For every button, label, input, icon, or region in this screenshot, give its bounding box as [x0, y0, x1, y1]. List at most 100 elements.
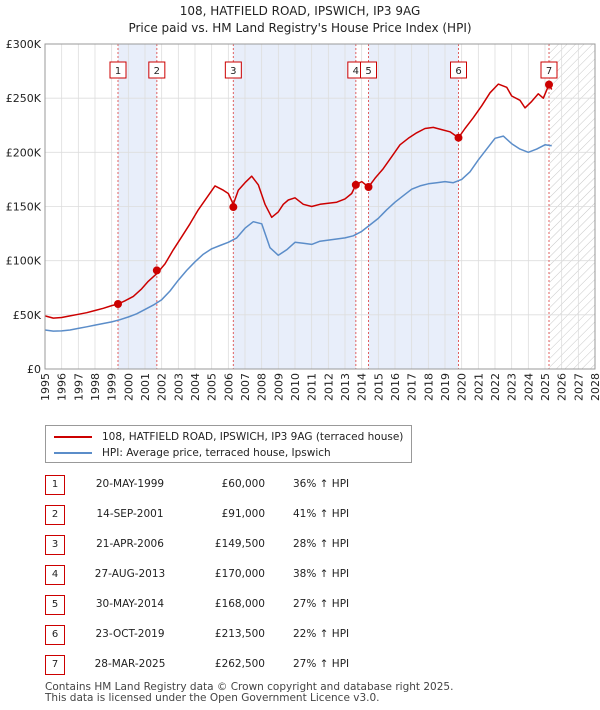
- legend-swatch-blue: [54, 452, 92, 454]
- sale-number-box: [450, 61, 467, 79]
- sale-row: 6 23-OCT-2019 £213,500 22% ↑ HPI: [45, 625, 565, 645]
- sale-date: 28-MAR-2025: [94, 658, 166, 670]
- sale-point: [152, 266, 161, 275]
- y-tick-label: £300K: [6, 38, 42, 51]
- sale-number-badge: 1: [45, 475, 65, 495]
- sale-number-badge: 7: [45, 655, 65, 675]
- sale-hpi-change: 38% ↑ HPI: [293, 568, 350, 580]
- sale-number-badge: 4: [45, 565, 65, 585]
- sale-hpi-change: 22% ↑ HPI: [293, 628, 350, 640]
- sale-date: 27-AUG-2013: [94, 568, 166, 580]
- x-tick-label: 2003: [172, 373, 185, 401]
- x-tick-label: 2013: [339, 373, 352, 401]
- x-tick-label: 2016: [389, 373, 402, 401]
- x-tick-label: 2008: [256, 373, 269, 401]
- sale-date: 30-MAY-2014: [95, 598, 165, 610]
- sale-number-badge: 2: [45, 505, 65, 525]
- x-tick-label: 2001: [139, 373, 152, 401]
- x-tick-label: 2002: [156, 373, 169, 401]
- sale-price: £149,500: [214, 538, 265, 550]
- sale-price: £168,000: [214, 598, 265, 610]
- sale-number-label: 2: [154, 66, 160, 77]
- legend-label-hpi: HPI: Average price, terraced house, Ipsw…: [102, 447, 331, 459]
- footer-attribution: Contains HM Land Registry data © Crown c…: [45, 682, 453, 704]
- x-tick-label: 1995: [39, 373, 52, 401]
- sale-number-box: [360, 61, 377, 79]
- x-tick-label: 1998: [89, 373, 102, 401]
- sale-price: £91,000: [221, 508, 265, 520]
- x-tick-label: 1997: [72, 373, 85, 401]
- sale-hpi-change: 27% ↑ HPI: [293, 598, 350, 610]
- chart-title: 108, HATFIELD ROAD, IPSWICH, IP3 9AG: [180, 4, 421, 18]
- sale-hpi-change: 28% ↑ HPI: [293, 538, 350, 550]
- sale-row: 1 20-MAY-1999 £60,000 36% ↑ HPI: [45, 475, 565, 495]
- sale-price: £262,500: [214, 658, 265, 670]
- footer-line-1: Contains HM Land Registry data © Crown c…: [45, 681, 454, 693]
- sale-point: [364, 183, 373, 191]
- legend-label-property: 108, HATFIELD ROAD, IPSWICH, IP3 9AG (te…: [102, 431, 404, 443]
- sale-point: [229, 203, 238, 212]
- sale-row: 4 27-AUG-2013 £170,000 38% ↑ HPI: [45, 565, 565, 585]
- sale-number-badge: 3: [45, 535, 65, 555]
- sale-number-label: 1: [115, 66, 121, 77]
- x-tick-label: 2004: [189, 373, 202, 401]
- x-tick-label: 2019: [439, 373, 452, 401]
- sale-price: £213,500: [214, 628, 265, 640]
- sale-point: [351, 180, 360, 189]
- chart-legend: 108, HATFIELD ROAD, IPSWICH, IP3 9AG (te…: [45, 425, 412, 463]
- plot-frame: [44, 43, 596, 370]
- x-tick-label: 2017: [406, 373, 419, 401]
- x-tick-label: 2015: [372, 373, 385, 401]
- x-tick-label: 2026: [556, 373, 569, 401]
- sale-row: 5 30-MAY-2014 £168,000 27% ↑ HPI: [45, 595, 565, 615]
- x-tick-label: 2000: [122, 373, 135, 401]
- y-tick-label: £200K: [6, 146, 42, 159]
- sale-number-label: 4: [353, 66, 359, 77]
- x-tick-label: 2025: [539, 373, 552, 401]
- sale-number-label: 5: [365, 66, 371, 77]
- legend-item-hpi: HPI: Average price, terraced house, Ipsw…: [54, 445, 331, 461]
- x-tick-label: 2005: [206, 373, 219, 401]
- x-tick-label: 2018: [422, 373, 435, 401]
- x-tick-label: 2009: [272, 373, 285, 401]
- sale-row: 3 21-APR-2006 £149,500 28% ↑ HPI: [45, 535, 565, 555]
- hpi-line: [44, 135, 552, 332]
- x-tick-label: 2012: [322, 373, 335, 401]
- sale-number-badge: 6: [45, 625, 65, 645]
- footer-line-2: This data is licensed under the Open Gov…: [45, 692, 380, 704]
- sale-hpi-change: 27% ↑ HPI: [293, 658, 350, 670]
- sale-number-badge: 5: [45, 595, 65, 615]
- sale-point: [545, 80, 553, 89]
- sale-number-label: 7: [546, 66, 552, 77]
- x-tick-label: 1996: [56, 373, 69, 401]
- sale-price: £170,000: [214, 568, 265, 580]
- x-tick-label: 2020: [456, 373, 469, 401]
- sale-date: 20-MAY-1999: [95, 478, 165, 490]
- x-tick-label: 2028: [589, 373, 600, 401]
- sale-date: 21-APR-2006: [96, 538, 164, 550]
- x-tick-label: 2022: [489, 373, 502, 401]
- sale-number-box: [224, 61, 242, 79]
- sale-hpi-change: 36% ↑ HPI: [293, 478, 350, 490]
- sale-row: 2 14-SEP-2001 £91,000 41% ↑ HPI: [45, 505, 565, 525]
- y-tick-label: £250K: [6, 92, 42, 105]
- sale-number-label: 6: [455, 66, 461, 77]
- sale-row: 7 28-MAR-2025 £262,500 27% ↑ HPI: [45, 655, 565, 675]
- sale-number-box: [109, 61, 127, 79]
- x-tick-label: 2014: [356, 373, 369, 401]
- y-tick-label: £100K: [6, 255, 42, 268]
- x-tick-label: 1999: [106, 373, 119, 401]
- sale-hpi-change: 41% ↑ HPI: [293, 508, 350, 520]
- x-tick-label: 2027: [572, 373, 585, 401]
- sale-point: [454, 133, 463, 142]
- sale-number-box: [540, 61, 558, 79]
- sale-number-label: 3: [230, 66, 236, 77]
- x-tick-label: 2010: [289, 373, 302, 401]
- sale-price: £60,000: [221, 478, 265, 490]
- property-price-line: [44, 83, 553, 319]
- price-chart: 108, HATFIELD ROAD, IPSWICH, IP3 9AG Pri…: [6, 4, 600, 401]
- chart-subtitle: Price paid vs. HM Land Registry's House …: [128, 21, 471, 35]
- legend-swatch-red: [54, 436, 92, 438]
- sale-number-box: [148, 61, 166, 79]
- sale-point: [114, 300, 122, 308]
